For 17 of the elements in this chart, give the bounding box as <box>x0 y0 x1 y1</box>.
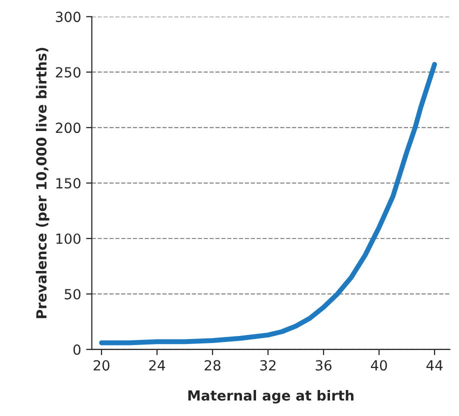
line-series <box>99 62 437 346</box>
y-tick-label: 50 <box>64 288 80 300</box>
x-tick-label: 24 <box>149 360 166 370</box>
x-tick-label: 28 <box>204 360 220 371</box>
x-tick-label: 44 <box>426 360 443 370</box>
y-tick-label: 250 <box>56 67 80 78</box>
y-tick-label: 100 <box>56 233 80 244</box>
y-tick-label: 150 <box>56 178 80 189</box>
x-tick-label: 40 <box>370 360 387 371</box>
y-tick-label: 0 <box>73 344 80 355</box>
y-tick-label: 300 <box>56 12 80 22</box>
y-tick-label: 200 <box>56 122 80 134</box>
x-tick-label: 20 <box>94 360 110 371</box>
x-axis-title: Maternal age at birth <box>188 390 354 404</box>
y-axis-title: Prevalence (per 10,000 live births) <box>36 48 50 318</box>
x-tick-label: 32 <box>260 360 276 371</box>
x-tick-label: 36 <box>316 360 332 371</box>
